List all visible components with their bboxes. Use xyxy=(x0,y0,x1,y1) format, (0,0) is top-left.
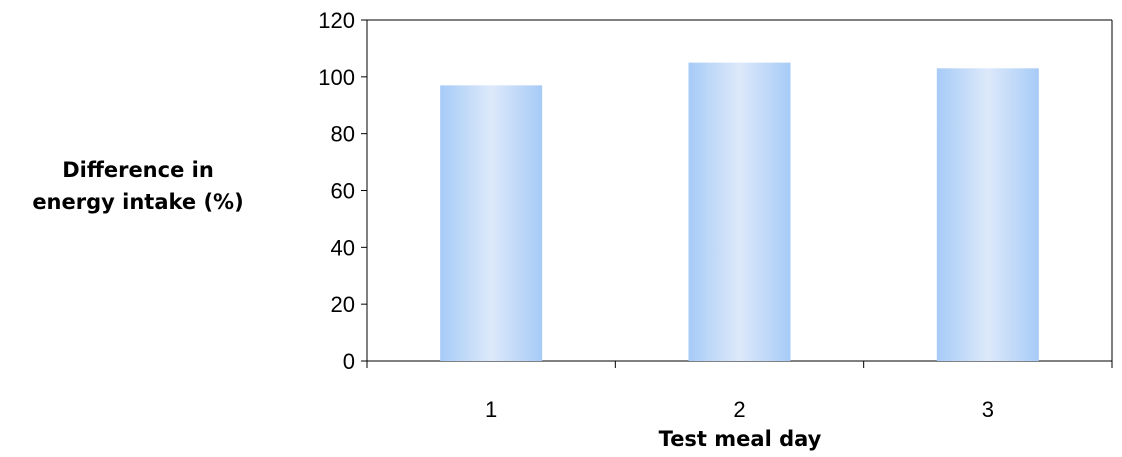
y-tick-label: 100 xyxy=(318,65,355,90)
bar-day-1 xyxy=(440,85,543,361)
y-axis-title-line-2: energy intake (%) xyxy=(32,190,243,214)
x-tick-label: 2 xyxy=(733,397,745,422)
bars-group xyxy=(440,62,1039,361)
x-tick-label: 3 xyxy=(982,397,994,422)
y-tick-label: 0 xyxy=(343,349,355,374)
y-axis-title-line-1: Difference in xyxy=(62,158,214,182)
bar-day-2 xyxy=(688,62,791,361)
x-axis-ticks: 1 2 3 xyxy=(366,361,1113,422)
x-axis-title: Test meal day xyxy=(659,427,822,451)
x-tick-label: 1 xyxy=(485,397,497,422)
y-tick-label: 40 xyxy=(331,235,355,260)
bar-day-3 xyxy=(936,68,1039,361)
y-axis-ticks: 0 20 40 60 80 100 120 xyxy=(318,8,367,374)
y-tick-label: 20 xyxy=(331,292,355,317)
y-tick-label: 60 xyxy=(331,179,355,204)
y-tick-label: 80 xyxy=(331,122,355,147)
y-tick-label: 120 xyxy=(318,8,355,33)
